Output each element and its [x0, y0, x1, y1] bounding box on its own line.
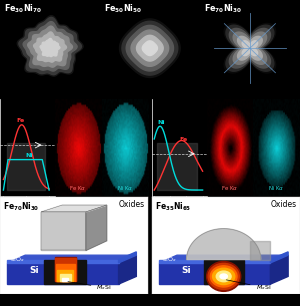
- Polygon shape: [136, 35, 163, 61]
- Text: Ni: Ni: [157, 120, 165, 125]
- Polygon shape: [7, 143, 46, 190]
- Polygon shape: [23, 22, 77, 71]
- Polygon shape: [41, 205, 107, 212]
- X-axis label: Distance (nm): Distance (nm): [162, 206, 196, 211]
- Text: $\mathregular{Fe_{30}Ni_{70}}$: $\mathregular{Fe_{30}Ni_{70}}$: [4, 3, 42, 15]
- Polygon shape: [41, 212, 86, 250]
- X-axis label: Distance (nm): Distance (nm): [10, 206, 45, 211]
- Polygon shape: [204, 259, 244, 284]
- Polygon shape: [126, 25, 173, 71]
- Polygon shape: [270, 255, 288, 284]
- Polygon shape: [270, 252, 288, 263]
- Polygon shape: [187, 229, 261, 259]
- Polygon shape: [250, 241, 270, 259]
- Text: Ni: Ni: [26, 153, 33, 159]
- Text: Oxides: Oxides: [119, 200, 145, 209]
- Polygon shape: [8, 259, 118, 263]
- Polygon shape: [159, 259, 270, 263]
- Bar: [62, 278, 68, 281]
- Polygon shape: [34, 32, 67, 62]
- Text: $\mathregular{Fe_{35}Ni_{65}}$: $\mathregular{Fe_{35}Ni_{65}}$: [155, 200, 191, 213]
- Bar: [55, 258, 76, 281]
- Polygon shape: [142, 41, 158, 55]
- Ellipse shape: [210, 266, 237, 287]
- Text: $M_x$Si: $M_x$Si: [226, 280, 271, 292]
- Polygon shape: [119, 19, 180, 77]
- Text: Si: Si: [182, 266, 191, 274]
- Ellipse shape: [208, 263, 239, 289]
- Text: SiO$_x$: SiO$_x$: [162, 256, 178, 264]
- Text: Fe K$\alpha$: Fe K$\alpha$: [70, 184, 87, 192]
- Ellipse shape: [220, 274, 227, 279]
- Text: $\mathregular{Fe_{70}Ni_{30}}$: $\mathregular{Fe_{70}Ni_{30}}$: [204, 3, 242, 15]
- Polygon shape: [8, 263, 118, 284]
- Polygon shape: [242, 41, 258, 56]
- Text: Fe: Fe: [16, 118, 25, 123]
- Polygon shape: [229, 28, 271, 68]
- Polygon shape: [40, 39, 60, 57]
- Ellipse shape: [216, 271, 231, 282]
- Text: Fe K$\alpha$: Fe K$\alpha$: [221, 184, 239, 192]
- Polygon shape: [28, 26, 73, 67]
- Text: Oxides: Oxides: [271, 200, 297, 209]
- Ellipse shape: [213, 268, 235, 285]
- Ellipse shape: [207, 261, 241, 291]
- Polygon shape: [8, 255, 136, 263]
- Polygon shape: [159, 255, 288, 263]
- Text: Si: Si: [30, 266, 39, 274]
- Polygon shape: [19, 17, 81, 75]
- Bar: [57, 270, 73, 281]
- Text: Ni K$\alpha$: Ni K$\alpha$: [268, 184, 285, 192]
- Polygon shape: [118, 252, 136, 263]
- Bar: [56, 264, 74, 281]
- Polygon shape: [122, 21, 178, 75]
- Text: $\mathregular{Fe_{70}Ni_{30}}$: $\mathregular{Fe_{70}Ni_{30}}$: [3, 200, 39, 213]
- Polygon shape: [131, 30, 169, 66]
- Polygon shape: [224, 24, 276, 73]
- Polygon shape: [238, 36, 262, 60]
- Polygon shape: [159, 263, 270, 284]
- Polygon shape: [226, 25, 274, 71]
- Text: $\mathregular{Fe_{50}Ni_{50}}$: $\mathregular{Fe_{50}Ni_{50}}$: [104, 3, 142, 15]
- Bar: [59, 274, 71, 281]
- Polygon shape: [86, 205, 107, 250]
- Polygon shape: [17, 16, 83, 76]
- Polygon shape: [118, 255, 136, 284]
- Text: Fe: Fe: [179, 137, 188, 142]
- Polygon shape: [233, 32, 267, 64]
- Polygon shape: [44, 259, 86, 284]
- Text: $M_x$Si: $M_x$Si: [68, 282, 112, 292]
- Text: SiO$_x$: SiO$_x$: [11, 256, 26, 264]
- Bar: [55, 257, 76, 281]
- Polygon shape: [157, 143, 197, 190]
- Text: Ni K$\alpha$: Ni K$\alpha$: [117, 184, 133, 192]
